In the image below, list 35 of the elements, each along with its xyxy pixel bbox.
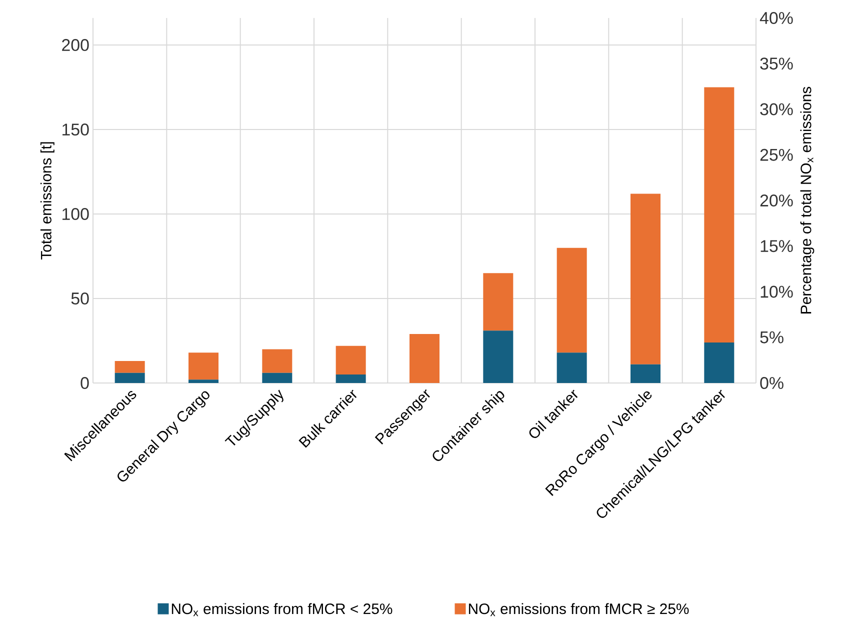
y-tick-label: 100: [62, 208, 89, 220]
bar: [483, 330, 514, 383]
bar: [188, 380, 218, 383]
y-tick-label: 150: [62, 124, 89, 136]
y-tick-label: 0: [80, 377, 89, 389]
bar: [630, 194, 661, 364]
bar: [262, 349, 292, 373]
bar: [188, 352, 218, 380]
bar: [336, 374, 366, 383]
bar: [410, 334, 440, 383]
y-axis-title: Total emissions [t]: [40, 142, 54, 260]
y2-tick-label: 35%: [760, 58, 793, 70]
y2-tick-label: 0%: [760, 377, 784, 389]
bar: [556, 352, 587, 383]
y-tick-label: 50: [71, 292, 89, 305]
bar: [483, 273, 514, 331]
y2-tick-label: 40%: [760, 12, 793, 24]
y2-axis-title: Percentage of total NO$_{x}$ emissions: [800, 86, 814, 314]
bar: [704, 342, 734, 383]
bar: [262, 372, 292, 383]
y2-tick-label: 15%: [760, 240, 793, 252]
y-tick-label: 200: [62, 39, 89, 52]
y2-tick-label: 30%: [760, 103, 793, 116]
bar: [630, 364, 661, 383]
bar: [336, 346, 366, 375]
bar: [556, 248, 587, 353]
y2-tick-label: 5%: [760, 331, 784, 344]
legend-label: NO$_{x}$ emissions from fMCR < 25%: [172, 603, 392, 616]
y2-tick-label: 25%: [760, 148, 793, 161]
y2-tick-label: 20%: [760, 194, 793, 206]
y2-tick-label: 10%: [760, 286, 793, 298]
bar: [704, 87, 734, 342]
bar: [114, 361, 145, 373]
legend-label: NO$_{x}$ emissions from fMCR ≥ 25%: [468, 603, 689, 616]
bar: [114, 372, 145, 383]
